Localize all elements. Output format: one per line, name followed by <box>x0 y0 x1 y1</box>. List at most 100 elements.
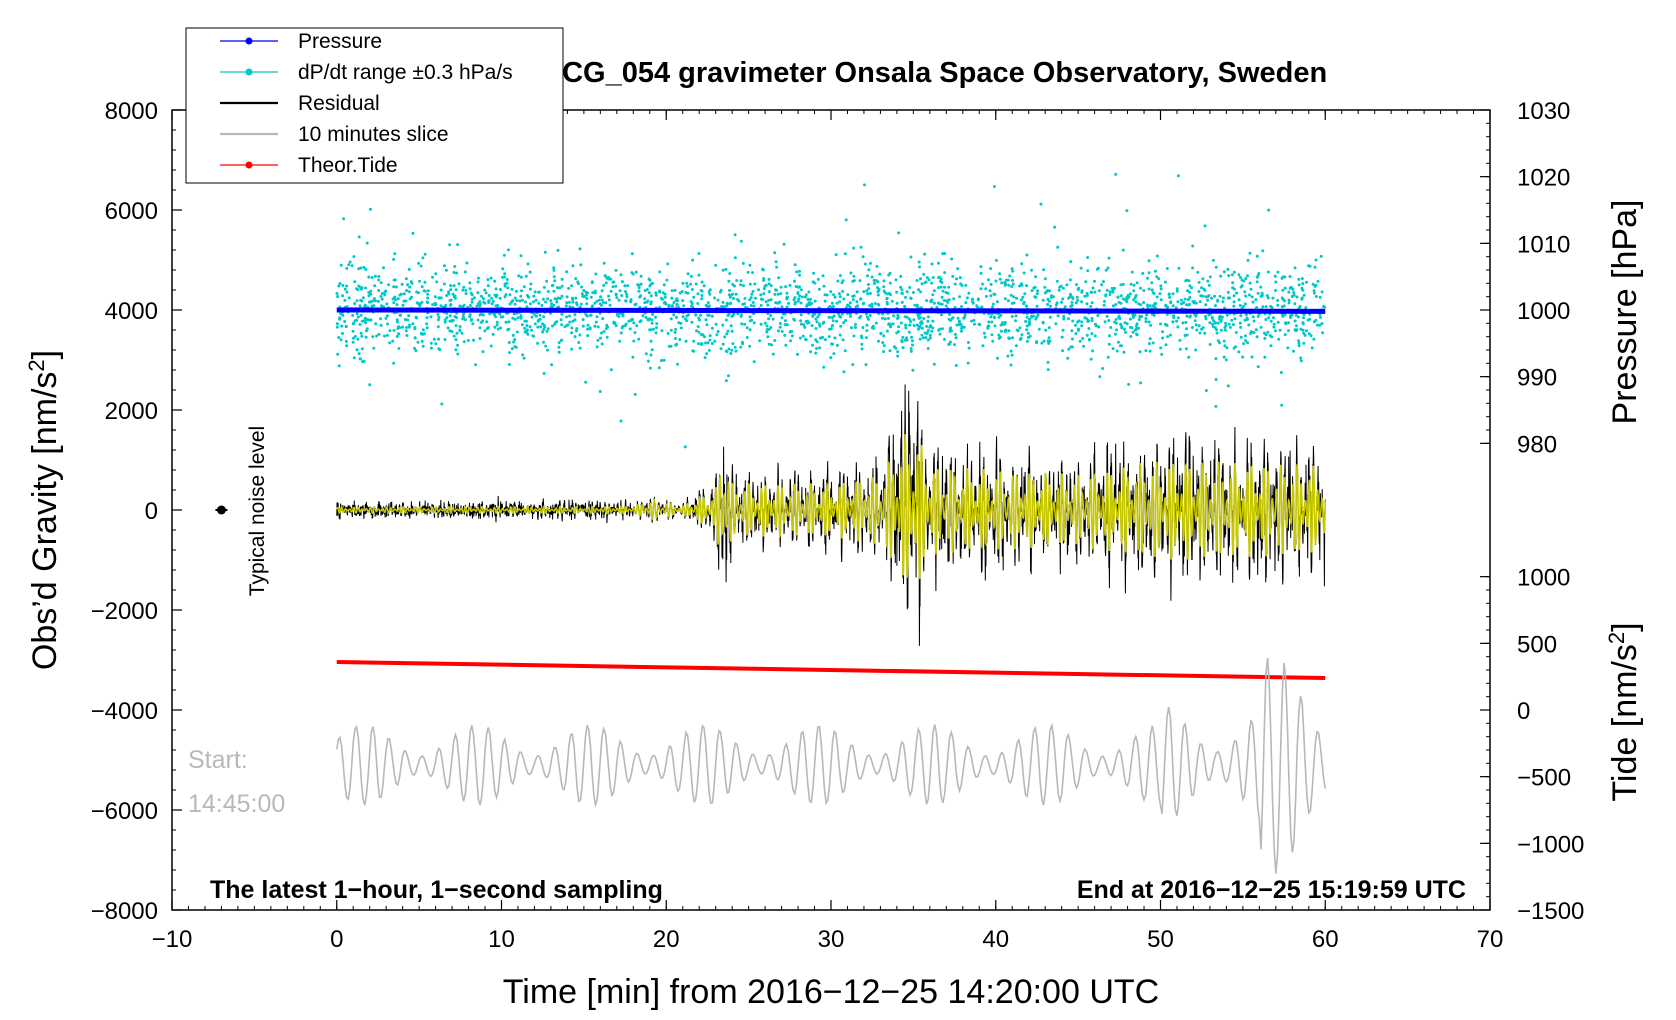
dpdt-point <box>341 294 344 298</box>
dpdt-point <box>784 319 787 323</box>
dpdt-point <box>835 301 839 305</box>
dpdt-point <box>1201 294 1205 298</box>
dpdt-point <box>669 317 673 321</box>
dpdt-point <box>452 271 456 274</box>
dpdt-point <box>498 296 502 300</box>
dpdt-point <box>568 320 572 324</box>
dpdt-point <box>481 319 485 323</box>
dpdt-point <box>602 261 606 265</box>
dpdt-point <box>1196 270 1200 274</box>
dpdt-point <box>580 292 584 296</box>
dpdt-point <box>1214 321 1218 325</box>
dpdt-point <box>341 313 345 317</box>
dpdt-point <box>860 347 864 351</box>
dpdt-point <box>808 301 812 304</box>
chart-title: SCG_054 gravimeter Onsala Space Observat… <box>543 57 1327 89</box>
dpdt-point <box>897 231 901 235</box>
dpdt-point <box>729 294 733 297</box>
dpdt-point <box>1098 375 1102 379</box>
dpdt-point <box>986 278 990 282</box>
dpdt-point <box>1056 245 1060 249</box>
dpdt-point <box>654 331 658 335</box>
dpdt-point <box>1249 331 1253 335</box>
dpdt-point <box>541 297 545 301</box>
dpdt-point <box>1129 335 1133 338</box>
dpdt-point <box>513 338 517 342</box>
dpdt-point <box>1298 305 1302 308</box>
dpdt-point <box>1315 323 1319 327</box>
dpdt-point <box>767 342 771 346</box>
dpdt-point <box>721 342 725 346</box>
dpdt-point <box>363 319 367 323</box>
dpdt-point <box>421 328 425 332</box>
dpdt-point <box>515 299 519 303</box>
dpdt-point <box>646 318 650 322</box>
dpdt-point <box>567 286 571 290</box>
dpdt-point <box>944 304 948 308</box>
dpdt-point <box>888 281 892 285</box>
dpdt-point <box>600 298 604 302</box>
dpdt-point <box>1184 279 1188 283</box>
dpdt-point <box>1318 315 1322 319</box>
dpdt-point <box>507 327 511 331</box>
dpdt-point <box>1232 300 1236 304</box>
dpdt-point <box>1020 333 1024 337</box>
dpdt-point <box>1169 301 1173 305</box>
dpdt-point <box>751 271 754 275</box>
dpdt-point <box>748 298 752 302</box>
dpdt-point <box>1255 280 1259 284</box>
dpdt-point <box>866 283 870 286</box>
dpdt-point <box>1070 345 1074 349</box>
legend-label: Residual <box>298 92 380 115</box>
dpdt-point <box>369 207 372 211</box>
dpdt-point <box>1109 326 1113 329</box>
dpdt-point <box>793 279 796 283</box>
dpdt-point <box>352 336 355 340</box>
dpdt-point <box>546 297 550 301</box>
dpdt-point <box>1256 365 1260 369</box>
dpdt-point <box>1191 244 1195 248</box>
dpdt-point <box>530 328 533 332</box>
dpdt-point <box>1231 323 1235 327</box>
dpdt-point <box>1213 304 1217 308</box>
dpdt-point <box>1191 300 1195 304</box>
dpdt-point <box>545 279 549 283</box>
dpdt-point <box>1260 291 1264 295</box>
dpdt-point <box>344 324 348 328</box>
dpdt-point <box>1176 174 1180 178</box>
dpdt-point <box>927 278 931 282</box>
dpdt-point <box>1208 343 1212 346</box>
dpdt-point <box>1093 290 1097 294</box>
dpdt-point <box>1238 304 1242 307</box>
dpdt-point <box>355 312 359 316</box>
dpdt-point <box>721 268 725 272</box>
dpdt-point <box>370 276 374 279</box>
dpdt-point <box>849 326 853 330</box>
dpdt-point <box>388 329 392 333</box>
dpdt-point <box>784 343 788 347</box>
dpdt-point <box>723 305 727 309</box>
dpdt-point <box>392 257 396 261</box>
dpdt-point <box>431 303 435 307</box>
dpdt-point <box>794 300 797 304</box>
dpdt-point <box>1025 339 1029 343</box>
dpdt-point <box>751 290 755 293</box>
dpdt-point <box>639 274 643 278</box>
dpdt-point <box>989 267 993 271</box>
dpdt-point <box>522 285 526 289</box>
dpdt-point <box>1312 337 1316 341</box>
dpdt-point <box>582 289 586 292</box>
dpdt-point <box>586 327 590 331</box>
dpdt-point <box>392 328 396 332</box>
dpdt-point <box>483 288 487 292</box>
dpdt-point <box>799 288 803 292</box>
dpdt-point <box>1176 325 1180 329</box>
dpdt-point <box>404 299 408 303</box>
dpdt-point <box>779 285 783 289</box>
dpdt-point <box>407 325 411 329</box>
dpdt-point <box>1020 298 1023 302</box>
dpdt-point <box>897 330 900 333</box>
dpdt-point <box>896 350 900 354</box>
dpdt-point <box>838 333 842 337</box>
dpdt-point <box>1187 279 1191 283</box>
